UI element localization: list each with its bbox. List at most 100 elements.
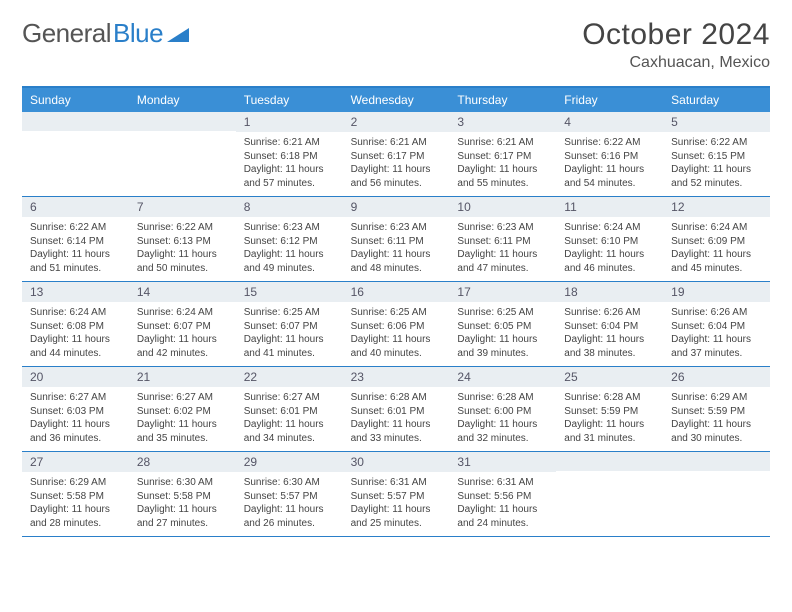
- sunset-line: Sunset: 6:00 PM: [457, 405, 548, 419]
- daylight-line: Daylight: 11 hours and 54 minutes.: [564, 163, 655, 190]
- day-cell: 12Sunrise: 6:24 AMSunset: 6:09 PMDayligh…: [663, 197, 770, 281]
- day-cell: 7Sunrise: 6:22 AMSunset: 6:13 PMDaylight…: [129, 197, 236, 281]
- day-cell: 18Sunrise: 6:26 AMSunset: 6:04 PMDayligh…: [556, 282, 663, 366]
- sunset-line: Sunset: 6:11 PM: [351, 235, 442, 249]
- day-cell: 1Sunrise: 6:21 AMSunset: 6:18 PMDaylight…: [236, 112, 343, 196]
- day-body: Sunrise: 6:21 AMSunset: 6:18 PMDaylight:…: [236, 132, 343, 196]
- day-number: 10: [449, 197, 556, 217]
- sunset-line: Sunset: 6:06 PM: [351, 320, 442, 334]
- sunset-line: Sunset: 6:02 PM: [137, 405, 228, 419]
- sunrise-line: Sunrise: 6:29 AM: [671, 391, 762, 405]
- day-number: 18: [556, 282, 663, 302]
- day-body: Sunrise: 6:22 AMSunset: 6:15 PMDaylight:…: [663, 132, 770, 196]
- sunset-line: Sunset: 5:57 PM: [244, 490, 335, 504]
- daylight-line: Daylight: 11 hours and 24 minutes.: [457, 503, 548, 530]
- day-body: Sunrise: 6:21 AMSunset: 6:17 PMDaylight:…: [343, 132, 450, 196]
- day-body: Sunrise: 6:21 AMSunset: 6:17 PMDaylight:…: [449, 132, 556, 196]
- day-body: Sunrise: 6:23 AMSunset: 6:11 PMDaylight:…: [343, 217, 450, 281]
- sunset-line: Sunset: 5:57 PM: [351, 490, 442, 504]
- sunset-line: Sunset: 6:05 PM: [457, 320, 548, 334]
- day-number: 3: [449, 112, 556, 132]
- daylight-line: Daylight: 11 hours and 41 minutes.: [244, 333, 335, 360]
- sunrise-line: Sunrise: 6:24 AM: [564, 221, 655, 235]
- daylight-line: Daylight: 11 hours and 57 minutes.: [244, 163, 335, 190]
- sunrise-line: Sunrise: 6:26 AM: [671, 306, 762, 320]
- day-body: [556, 471, 663, 529]
- day-body: Sunrise: 6:27 AMSunset: 6:03 PMDaylight:…: [22, 387, 129, 451]
- day-body: Sunrise: 6:31 AMSunset: 5:56 PMDaylight:…: [449, 472, 556, 536]
- day-cell: 22Sunrise: 6:27 AMSunset: 6:01 PMDayligh…: [236, 367, 343, 451]
- daylight-line: Daylight: 11 hours and 33 minutes.: [351, 418, 442, 445]
- week-row: 1Sunrise: 6:21 AMSunset: 6:18 PMDaylight…: [22, 112, 770, 197]
- daylight-line: Daylight: 11 hours and 44 minutes.: [30, 333, 121, 360]
- day-number: 30: [343, 452, 450, 472]
- day-number: 27: [22, 452, 129, 472]
- day-cell: 2Sunrise: 6:21 AMSunset: 6:17 PMDaylight…: [343, 112, 450, 196]
- day-body: Sunrise: 6:24 AMSunset: 6:10 PMDaylight:…: [556, 217, 663, 281]
- month-title: October 2024: [582, 18, 770, 52]
- day-number: 11: [556, 197, 663, 217]
- sunset-line: Sunset: 6:04 PM: [564, 320, 655, 334]
- sunset-line: Sunset: 6:01 PM: [351, 405, 442, 419]
- daylight-line: Daylight: 11 hours and 31 minutes.: [564, 418, 655, 445]
- day-body: Sunrise: 6:30 AMSunset: 5:57 PMDaylight:…: [236, 472, 343, 536]
- daylight-line: Daylight: 11 hours and 39 minutes.: [457, 333, 548, 360]
- day-body: Sunrise: 6:25 AMSunset: 6:05 PMDaylight:…: [449, 302, 556, 366]
- week-row: 13Sunrise: 6:24 AMSunset: 6:08 PMDayligh…: [22, 282, 770, 367]
- day-cell: 25Sunrise: 6:28 AMSunset: 5:59 PMDayligh…: [556, 367, 663, 451]
- sunset-line: Sunset: 6:10 PM: [564, 235, 655, 249]
- day-body: Sunrise: 6:28 AMSunset: 5:59 PMDaylight:…: [556, 387, 663, 451]
- sunrise-line: Sunrise: 6:23 AM: [457, 221, 548, 235]
- sunset-line: Sunset: 6:07 PM: [137, 320, 228, 334]
- day-cell: 6Sunrise: 6:22 AMSunset: 6:14 PMDaylight…: [22, 197, 129, 281]
- day-body: Sunrise: 6:24 AMSunset: 6:07 PMDaylight:…: [129, 302, 236, 366]
- day-number: 24: [449, 367, 556, 387]
- weeks-container: 1Sunrise: 6:21 AMSunset: 6:18 PMDaylight…: [22, 112, 770, 537]
- daylight-line: Daylight: 11 hours and 50 minutes.: [137, 248, 228, 275]
- sunrise-line: Sunrise: 6:21 AM: [457, 136, 548, 150]
- day-cell: 14Sunrise: 6:24 AMSunset: 6:07 PMDayligh…: [129, 282, 236, 366]
- day-body: Sunrise: 6:27 AMSunset: 6:01 PMDaylight:…: [236, 387, 343, 451]
- sunset-line: Sunset: 6:11 PM: [457, 235, 548, 249]
- daylight-line: Daylight: 11 hours and 28 minutes.: [30, 503, 121, 530]
- sunset-line: Sunset: 5:58 PM: [30, 490, 121, 504]
- dow-wednesday: Wednesday: [343, 88, 450, 112]
- day-number: 15: [236, 282, 343, 302]
- day-body: Sunrise: 6:29 AMSunset: 5:59 PMDaylight:…: [663, 387, 770, 451]
- sunset-line: Sunset: 6:07 PM: [244, 320, 335, 334]
- sunrise-line: Sunrise: 6:22 AM: [137, 221, 228, 235]
- sunrise-line: Sunrise: 6:22 AM: [30, 221, 121, 235]
- day-number: 20: [22, 367, 129, 387]
- day-body: Sunrise: 6:23 AMSunset: 6:11 PMDaylight:…: [449, 217, 556, 281]
- day-body: Sunrise: 6:31 AMSunset: 5:57 PMDaylight:…: [343, 472, 450, 536]
- dow-tuesday: Tuesday: [236, 88, 343, 112]
- sunset-line: Sunset: 6:08 PM: [30, 320, 121, 334]
- week-row: 6Sunrise: 6:22 AMSunset: 6:14 PMDaylight…: [22, 197, 770, 282]
- day-number: 22: [236, 367, 343, 387]
- sunrise-line: Sunrise: 6:30 AM: [137, 476, 228, 490]
- location-label: Caxhuacan, Mexico: [582, 54, 770, 72]
- calendar: SundayMondayTuesdayWednesdayThursdayFrid…: [22, 86, 770, 537]
- logo-triangle-icon: [167, 18, 189, 49]
- day-body: Sunrise: 6:22 AMSunset: 6:14 PMDaylight:…: [22, 217, 129, 281]
- day-number: 28: [129, 452, 236, 472]
- sunrise-line: Sunrise: 6:26 AM: [564, 306, 655, 320]
- sunrise-line: Sunrise: 6:21 AM: [351, 136, 442, 150]
- sunrise-line: Sunrise: 6:22 AM: [564, 136, 655, 150]
- day-cell: 19Sunrise: 6:26 AMSunset: 6:04 PMDayligh…: [663, 282, 770, 366]
- sunset-line: Sunset: 5:56 PM: [457, 490, 548, 504]
- day-number: 14: [129, 282, 236, 302]
- sunrise-line: Sunrise: 6:27 AM: [137, 391, 228, 405]
- day-cell: 15Sunrise: 6:25 AMSunset: 6:07 PMDayligh…: [236, 282, 343, 366]
- day-number: 19: [663, 282, 770, 302]
- day-cell: 16Sunrise: 6:25 AMSunset: 6:06 PMDayligh…: [343, 282, 450, 366]
- day-number: [663, 452, 770, 471]
- day-number: 23: [343, 367, 450, 387]
- day-cell: 9Sunrise: 6:23 AMSunset: 6:11 PMDaylight…: [343, 197, 450, 281]
- day-number: 13: [22, 282, 129, 302]
- daylight-line: Daylight: 11 hours and 34 minutes.: [244, 418, 335, 445]
- sunrise-line: Sunrise: 6:23 AM: [351, 221, 442, 235]
- sunrise-line: Sunrise: 6:28 AM: [564, 391, 655, 405]
- logo: GeneralBlue: [22, 18, 189, 49]
- day-cell: 11Sunrise: 6:24 AMSunset: 6:10 PMDayligh…: [556, 197, 663, 281]
